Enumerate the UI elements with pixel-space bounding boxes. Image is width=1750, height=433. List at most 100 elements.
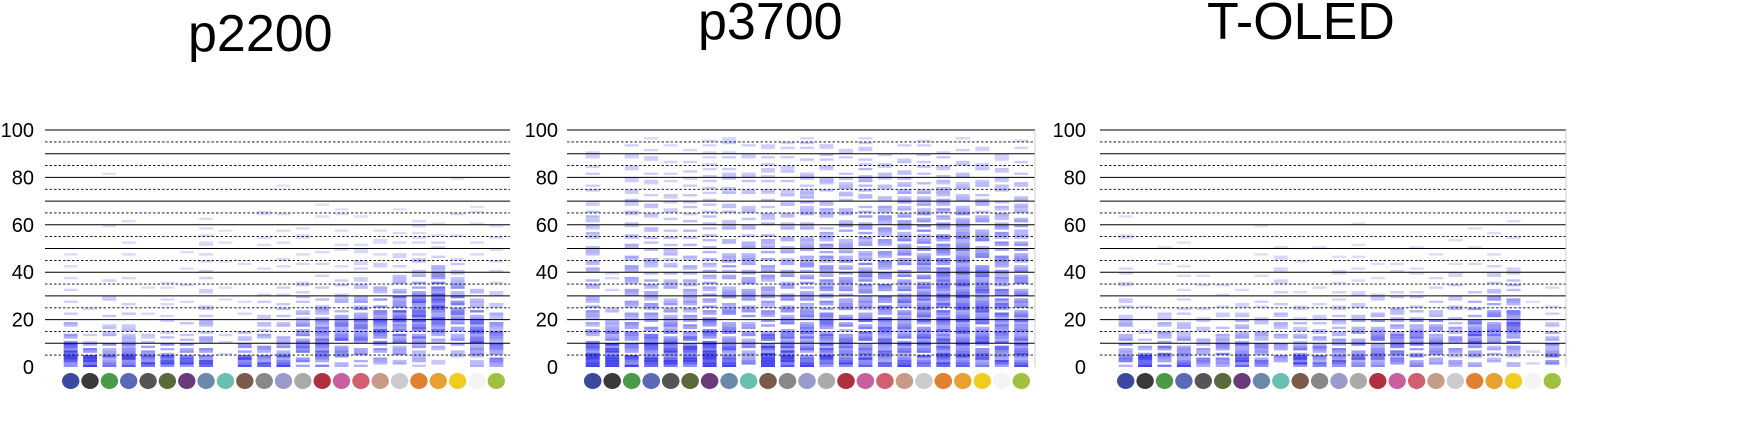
heat-band xyxy=(334,324,349,327)
heat-band xyxy=(1196,340,1211,344)
heat-band xyxy=(858,179,873,183)
heat-band xyxy=(800,241,814,244)
heat-band xyxy=(1545,343,1560,346)
heat-band xyxy=(1293,291,1308,294)
heat-band xyxy=(722,307,737,311)
heat-band xyxy=(392,326,407,330)
heat-band xyxy=(121,220,136,223)
heat-band xyxy=(1506,352,1521,356)
heat-band xyxy=(1351,343,1366,346)
heat-band xyxy=(605,331,620,334)
heat-band xyxy=(1235,312,1250,315)
heat-band xyxy=(470,345,484,349)
heat-band xyxy=(1014,255,1029,258)
heat-band xyxy=(373,331,388,334)
heat-band xyxy=(470,326,484,330)
heat-band xyxy=(373,329,388,332)
heat-band xyxy=(1409,343,1424,346)
heat-band xyxy=(1487,281,1502,285)
heat-band xyxy=(838,156,853,159)
heat-band xyxy=(1351,338,1366,341)
heat-band xyxy=(644,305,659,308)
heat-band xyxy=(1273,333,1288,337)
heat-band xyxy=(353,298,368,301)
heat-band xyxy=(916,208,931,211)
heat-band xyxy=(315,305,330,308)
heat-band xyxy=(605,333,620,337)
heat-band xyxy=(994,170,1009,173)
heat-band xyxy=(838,357,853,360)
heat-band xyxy=(1525,300,1540,303)
heat-band xyxy=(412,300,426,303)
heat-band xyxy=(722,324,737,327)
category-color-marker xyxy=(1252,373,1271,389)
heat-band xyxy=(800,329,814,332)
heat-band xyxy=(373,359,388,363)
heat-band xyxy=(877,359,892,363)
heat-band xyxy=(761,189,775,192)
heat-band xyxy=(450,300,465,303)
heat-band xyxy=(741,281,756,285)
heat-band xyxy=(1312,314,1327,318)
heat-band xyxy=(624,357,639,360)
heat-band xyxy=(761,234,775,237)
heat-band xyxy=(994,258,1009,261)
heat-band xyxy=(858,215,873,218)
heat-band xyxy=(431,338,446,341)
heat-band xyxy=(1138,355,1153,358)
heat-band xyxy=(955,258,970,261)
heat-band xyxy=(936,279,951,282)
heat-band xyxy=(838,284,853,287)
category-color-marker xyxy=(1388,373,1406,389)
heat-band xyxy=(975,248,990,251)
heat-band xyxy=(780,156,795,159)
heat-band xyxy=(141,340,155,344)
heat-band xyxy=(858,227,873,230)
heat-band xyxy=(858,243,873,247)
heat-band xyxy=(470,317,484,320)
heat-band xyxy=(955,288,970,292)
heat-band xyxy=(975,291,990,294)
heat-band xyxy=(1390,350,1405,353)
heat-band xyxy=(624,303,639,306)
heat-band xyxy=(858,305,873,308)
heat-band xyxy=(994,212,1009,216)
heat-band xyxy=(83,307,97,311)
category-color-marker xyxy=(158,373,177,389)
heat-band xyxy=(663,336,678,339)
heat-band xyxy=(373,322,388,325)
heat-band xyxy=(1351,293,1366,296)
heat-band xyxy=(392,350,407,353)
heat-band xyxy=(722,274,737,277)
heat-band xyxy=(663,160,678,164)
heat-band xyxy=(160,319,175,322)
heat-band xyxy=(1545,338,1560,341)
heat-band xyxy=(741,322,756,325)
heat-band xyxy=(936,362,951,365)
heat-band xyxy=(936,269,951,273)
heat-band xyxy=(780,295,795,299)
heat-band xyxy=(683,258,698,261)
heat-band xyxy=(1014,220,1029,223)
heat-band xyxy=(1196,317,1211,320)
heat-band xyxy=(858,286,873,289)
heat-band xyxy=(1487,288,1502,292)
heat-band xyxy=(1467,343,1482,346)
heat-band xyxy=(1506,310,1521,313)
heat-band xyxy=(800,326,814,330)
heat-band xyxy=(179,359,194,363)
heat-band xyxy=(1254,322,1269,325)
heat-band xyxy=(624,222,639,225)
heat-band xyxy=(1409,329,1424,332)
heat-band xyxy=(994,348,1009,351)
heat-band xyxy=(1351,357,1366,360)
heat-band xyxy=(858,303,873,306)
heat-band xyxy=(63,322,78,325)
heat-band xyxy=(663,210,678,213)
heat-band xyxy=(1429,312,1443,315)
heat-band xyxy=(1118,300,1133,303)
heat-band xyxy=(858,298,873,301)
heat-band xyxy=(936,284,951,287)
heat-band xyxy=(819,269,834,273)
heat-band xyxy=(373,262,388,266)
